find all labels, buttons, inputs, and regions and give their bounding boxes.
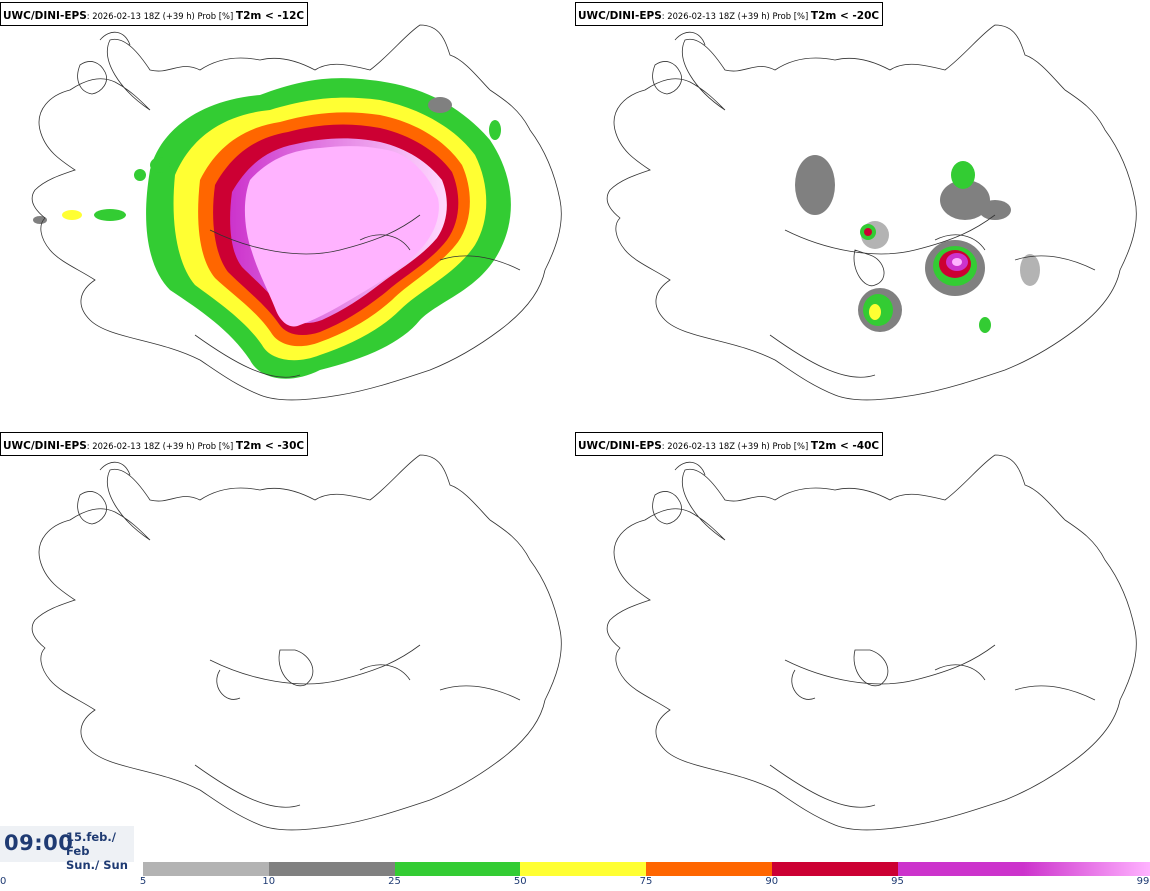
color-scale-segment — [646, 862, 773, 876]
color-scale-tick-label: 25 — [388, 876, 401, 887]
color-scale-tick-label: 5 — [139, 876, 147, 887]
valid-date: 15.feb./ Feb Sun./ Sun — [66, 830, 134, 872]
color-scale-segment — [394, 862, 521, 876]
color-scale-tick-label: 50 — [513, 876, 527, 887]
valid-date-line2: Sun./ Sun — [66, 858, 128, 872]
panel-title: UWC/DINI-EPS: 2026-02-13 18Z (+39 h) Pro… — [0, 2, 309, 26]
color-scale-segment — [268, 862, 395, 876]
valid-date-line1: 15.feb./ Feb — [66, 830, 116, 858]
color-scale-segment — [1023, 862, 1150, 876]
map-panel-t2m-lt-40: UWC/DINI-EPS: 2026-02-13 18Z (+39 h) Pro… — [575, 430, 1150, 860]
panel-title: UWC/DINI-EPS: 2026-02-13 18Z (+39 h) Pro… — [0, 432, 309, 456]
probability-fill — [33, 78, 511, 379]
iceland-map — [31, 24, 562, 401]
color-scale-tick-label: 95 — [891, 876, 904, 887]
valid-time: 09:00 — [4, 831, 74, 855]
coastline — [606, 24, 1137, 401]
color-scale-tick-label: 10 — [262, 876, 276, 887]
coastline — [31, 454, 562, 831]
probability-fill — [795, 155, 1040, 333]
map-panel-t2m-lt-12: UWC/DINI-EPS: 2026-02-13 18Z (+39 h) Pro… — [0, 0, 575, 430]
iceland-map — [31, 454, 562, 831]
panel-title: UWC/DINI-EPS: 2026-02-13 18Z (+39 h) Pro… — [575, 432, 884, 456]
color-scale-segment — [897, 862, 1024, 876]
coastline — [606, 454, 1137, 831]
color-scale-tick-label: 0 — [0, 876, 7, 887]
color-scale-segment — [520, 862, 647, 876]
coastline — [31, 24, 562, 401]
map-panel-t2m-lt-30: UWC/DINI-EPS: 2026-02-13 18Z (+39 h) Pro… — [0, 430, 575, 860]
panel-title: UWC/DINI-EPS: 2026-02-13 18Z (+39 h) Pro… — [575, 2, 884, 26]
iceland-map — [606, 454, 1137, 831]
color-scale-tick-label: 75 — [639, 876, 653, 887]
color-scale-tick-label: 90 — [765, 876, 779, 887]
color-scale-tick-label: 99 — [1136, 876, 1150, 887]
color-scale-segment — [143, 862, 270, 876]
map-panel-t2m-lt-20: UWC/DINI-EPS: 2026-02-13 18Z (+39 h) Pro… — [575, 0, 1150, 430]
color-scale-segment — [771, 862, 898, 876]
iceland-map — [606, 24, 1137, 401]
color-scale — [143, 862, 1150, 876]
valid-time-box: 09:00 15.feb./ Feb Sun./ Sun — [0, 826, 134, 872]
